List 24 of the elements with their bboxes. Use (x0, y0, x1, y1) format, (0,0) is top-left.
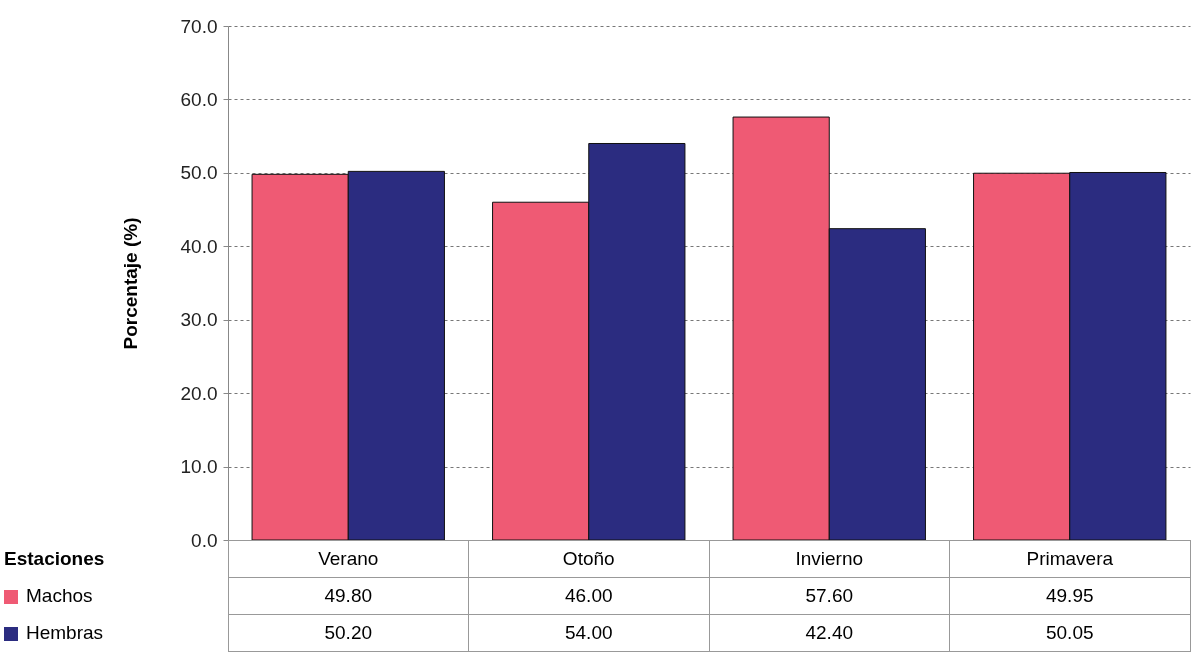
data-label: 57.60 (709, 577, 950, 615)
y-tick-label: 30.0 (180, 309, 218, 331)
y-tick-label: 20.0 (180, 382, 218, 404)
x-tick-label: Verano (228, 540, 469, 578)
data-label: 54.00 (468, 614, 709, 652)
y-tick-label: 0.0 (191, 529, 218, 551)
y-tick-label: 70.0 (180, 15, 218, 37)
y-axis-title: Porcentaje (%) (119, 217, 141, 350)
x-tick-label: Invierno (709, 540, 950, 578)
y-tick-label: 40.0 (180, 235, 218, 257)
x-tick-label: Primavera (949, 540, 1190, 578)
x-axis-title: Estaciones (4, 548, 105, 569)
data-label: 50.20 (228, 614, 469, 652)
legend-label: Hembras (25, 621, 105, 645)
data-label: 46.00 (468, 577, 709, 615)
data-label: 49.95 (949, 577, 1190, 615)
data-label: 42.40 (709, 614, 950, 652)
y-tick-label: 60.0 (180, 88, 218, 110)
y-tick-label: 50.0 (180, 162, 218, 184)
y-tick-label: 10.0 (180, 456, 218, 478)
data-label: 49.80 (228, 577, 469, 615)
data-label: 50.05 (949, 614, 1190, 652)
legend-label: Machos (25, 584, 94, 608)
x-tick-label: Otoño (468, 540, 709, 578)
